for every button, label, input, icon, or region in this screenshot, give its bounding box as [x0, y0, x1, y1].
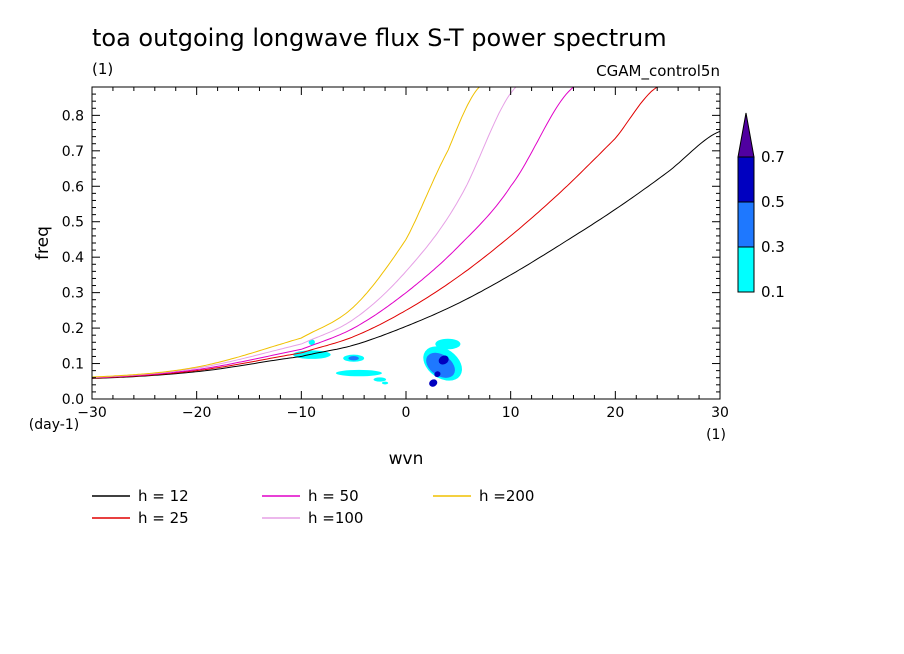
contour-region-7: [381, 381, 389, 385]
contour-fill-group: [292, 338, 462, 387]
contour-region-4: [335, 369, 382, 377]
series-line-2: [91, 86, 574, 379]
contour-region-1: [435, 338, 461, 350]
y-axis-unit: (day-1): [29, 417, 79, 433]
chart-subtitle-left: (1): [92, 60, 113, 78]
y-axis-ticks: 0.0 0.1 0.2 0.3 0.4 0.5 0.6 0.7 0.8: [62, 93, 720, 408]
chart-subtitle-right: CGAM_control5n: [596, 62, 720, 81]
series-line-3: [91, 86, 517, 378]
colorbar-segment-2: [737, 156, 755, 203]
contour-region-9: [348, 356, 359, 361]
chart-title: toa outgoing longwave flux S-T power spe…: [92, 24, 667, 52]
x-axis-label: wvn: [389, 449, 424, 469]
x-tick-label: −10: [287, 405, 317, 421]
x-axis-unit: (1): [706, 427, 726, 443]
colorbar: 0.1 0.3 0.5 0.7: [737, 112, 785, 301]
legend-label-2: h = 50: [308, 487, 359, 505]
y-axis-label: freq: [33, 226, 53, 260]
y-tick-label: 0.4: [62, 250, 84, 266]
legend-label-3: h =100: [308, 509, 363, 527]
y-tick-label: 0.2: [62, 321, 84, 337]
plot-frame: [91, 86, 721, 400]
legend-label-4: h =200: [479, 487, 534, 505]
y-tick-label: 0.3: [62, 286, 84, 302]
series-line-1: [91, 86, 658, 379]
contour-region-5: [373, 377, 387, 382]
contour-region-10: [438, 355, 449, 365]
colorbar-label: 0.7: [761, 148, 785, 166]
legend-label-1: h = 25: [138, 509, 189, 527]
x-tick-label: 10: [502, 405, 520, 421]
legend: h = 12 h = 25 h = 50 h =100 h =200: [92, 487, 534, 527]
x-tick-label: 30: [711, 405, 729, 421]
x-tick-label: −30: [77, 405, 107, 421]
contour-region-12: [434, 371, 441, 378]
colorbar-label: 0.5: [761, 193, 785, 211]
colorbar-label: 0.1: [761, 283, 785, 301]
dispersion-curves: [91, 86, 721, 379]
y-tick-label: 0.8: [62, 108, 84, 124]
series-line-0: [91, 130, 721, 379]
x-tick-label: 20: [606, 405, 624, 421]
y-tick-label: 0.0: [62, 392, 84, 408]
y-tick-label: 0.1: [62, 357, 84, 373]
colorbar-segment-1: [737, 201, 755, 248]
series-line-4: [91, 86, 480, 378]
contour-region-11: [429, 379, 438, 387]
y-tick-label: 0.6: [62, 179, 84, 195]
colorbar-segment-0: [737, 246, 755, 293]
colorbar-label: 0.3: [761, 238, 785, 256]
legend-label-0: h = 12: [138, 487, 189, 505]
x-tick-label: 0: [402, 405, 411, 421]
contour-region-6: [308, 339, 315, 346]
colorbar-arrow: [737, 112, 755, 158]
x-tick-label: −20: [182, 405, 212, 421]
y-tick-label: 0.7: [62, 144, 84, 160]
y-tick-label: 0.5: [62, 215, 84, 231]
